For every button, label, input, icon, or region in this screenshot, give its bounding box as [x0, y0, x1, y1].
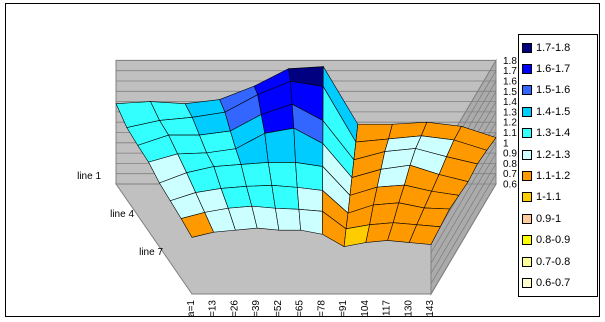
legend-swatch — [522, 256, 532, 267]
legend-label: 1.5-1.6 — [536, 84, 571, 97]
z-tick-label: 0.7 — [503, 169, 517, 180]
legend-swatch — [522, 64, 532, 75]
x-tick-label: e=52 — [273, 300, 284, 316]
legend-item: 0.8-0.9 — [522, 230, 594, 251]
surface-chart: 0.60.70.80.911.11.21.31.41.51.61.71.8 a=… — [77, 56, 517, 316]
legend-swatch — [522, 42, 532, 53]
surface-cell — [295, 162, 324, 191]
surface-cell — [298, 208, 323, 235]
x-tick-label: c=26 — [229, 300, 240, 316]
x-tick-label: k=130 — [403, 300, 414, 316]
legend-swatch — [522, 171, 532, 182]
legend-item: 1.1-1.2 — [522, 165, 594, 186]
legend: 1.7-1.8 1.6-1.7 1.5-1.6 1.4-1.5 1.3-1.4 1.2-1… — [518, 34, 598, 297]
legend-item: 1.3-1.4 — [522, 123, 594, 144]
x-tick-label: l=143 — [425, 300, 436, 316]
z-tick-label: 1.8 — [503, 56, 517, 67]
z-tick-label: 1.7 — [503, 66, 517, 77]
chart-area: 0.6 0.7 0.8 0.9 1 1.1 1.2 1.3 1.4 1.5 1.6 1.7 1.8 a=… — [5, 3, 600, 317]
legend-label: 1.4-1.5 — [536, 105, 571, 118]
legend-label: 0.8-0.9 — [536, 234, 571, 247]
legend-item: 0.9-1 — [522, 208, 594, 229]
x-tick-label: h=91 — [338, 300, 349, 316]
x-tick-label: i=104 — [360, 300, 371, 316]
legend-label: 1.6-1.7 — [536, 63, 571, 76]
x-axis-ticks: a=1 b=13 c=26 d=39 e=52 f=65 g=78 h=91 i=104 j=11… — [186, 300, 436, 316]
z-tick-label: 1.6 — [503, 77, 517, 88]
legend-label: 1.1-1.2 — [536, 170, 571, 183]
surface-cell — [240, 162, 273, 187]
z-tick-label: 1.3 — [503, 107, 517, 118]
legend-swatch — [522, 277, 532, 288]
gridline-side — [430, 173, 497, 284]
legend-swatch — [522, 85, 532, 96]
legend-item: 1.7-1.8 — [522, 37, 594, 58]
legend-label: 0.6-0.7 — [536, 276, 571, 289]
legend-item: 1.6-1.7 — [522, 58, 594, 79]
legend-item: 0.7-0.8 — [522, 251, 594, 272]
surface-cell — [296, 187, 323, 212]
z-tick-label: 0.9 — [503, 149, 517, 160]
z-tick-label: 1.1 — [503, 128, 517, 139]
legend-swatch — [522, 149, 532, 160]
surface-cell — [275, 207, 301, 231]
z-tick-label: 1.5 — [503, 87, 517, 98]
z-tick-label: 1 — [503, 138, 509, 149]
x-tick-label: a=1 — [186, 300, 197, 316]
surface-cell — [271, 184, 300, 210]
legend-label: 1.2-1.3 — [536, 148, 571, 161]
x-tick-label: f=65 — [295, 300, 306, 316]
legend-swatch — [522, 106, 532, 117]
legend-swatch — [522, 213, 532, 224]
gridline-side — [430, 163, 497, 274]
gridline-side — [430, 142, 497, 254]
legend-item: 1.4-1.5 — [522, 101, 594, 122]
gridline-side — [430, 152, 497, 264]
surface-cell — [264, 127, 296, 163]
surface-cell — [267, 162, 298, 188]
z-tick-label: 0.6 — [503, 180, 517, 191]
legend-item: 1.5-1.6 — [522, 80, 594, 101]
x-tick-label: j=117 — [382, 300, 393, 316]
x-tick-label: g=78 — [316, 300, 327, 316]
legend-swatch — [522, 192, 532, 203]
x-tick-label: d=39 — [251, 300, 262, 316]
legend-item: 1.2-1.3 — [522, 144, 594, 165]
surface-cell — [408, 224, 441, 245]
y-tick-label: line 7 — [139, 247, 163, 258]
legend-label: 1.7-1.8 — [536, 41, 571, 54]
y-tick-label: line 4 — [110, 209, 134, 220]
surface-plot — [115, 65, 497, 248]
z-tick-label: 0.8 — [503, 159, 517, 170]
legend-label: 0.9-1 — [536, 212, 562, 225]
legend-item: 1-1.1 — [522, 187, 594, 208]
legend-item: 0.6-0.7 — [522, 272, 594, 293]
legend-swatch — [522, 128, 532, 139]
z-tick-label: 1.4 — [503, 97, 517, 108]
legend-label: 1-1.1 — [536, 191, 562, 204]
x-tick-label: b=13 — [208, 300, 219, 316]
y-axis-ticks: line 1 line 4 line 7 — [77, 171, 163, 258]
legend-label: 0.7-0.8 — [536, 255, 571, 268]
legend-swatch — [522, 235, 532, 246]
z-tick-label: 1.2 — [503, 118, 517, 129]
y-tick-label: line 1 — [77, 171, 101, 182]
legend-label: 1.3-1.4 — [536, 127, 571, 140]
z-axis-ticks: 0.60.70.80.911.11.21.31.41.51.61.71.8 — [503, 56, 517, 191]
gridline-side — [430, 183, 497, 295]
